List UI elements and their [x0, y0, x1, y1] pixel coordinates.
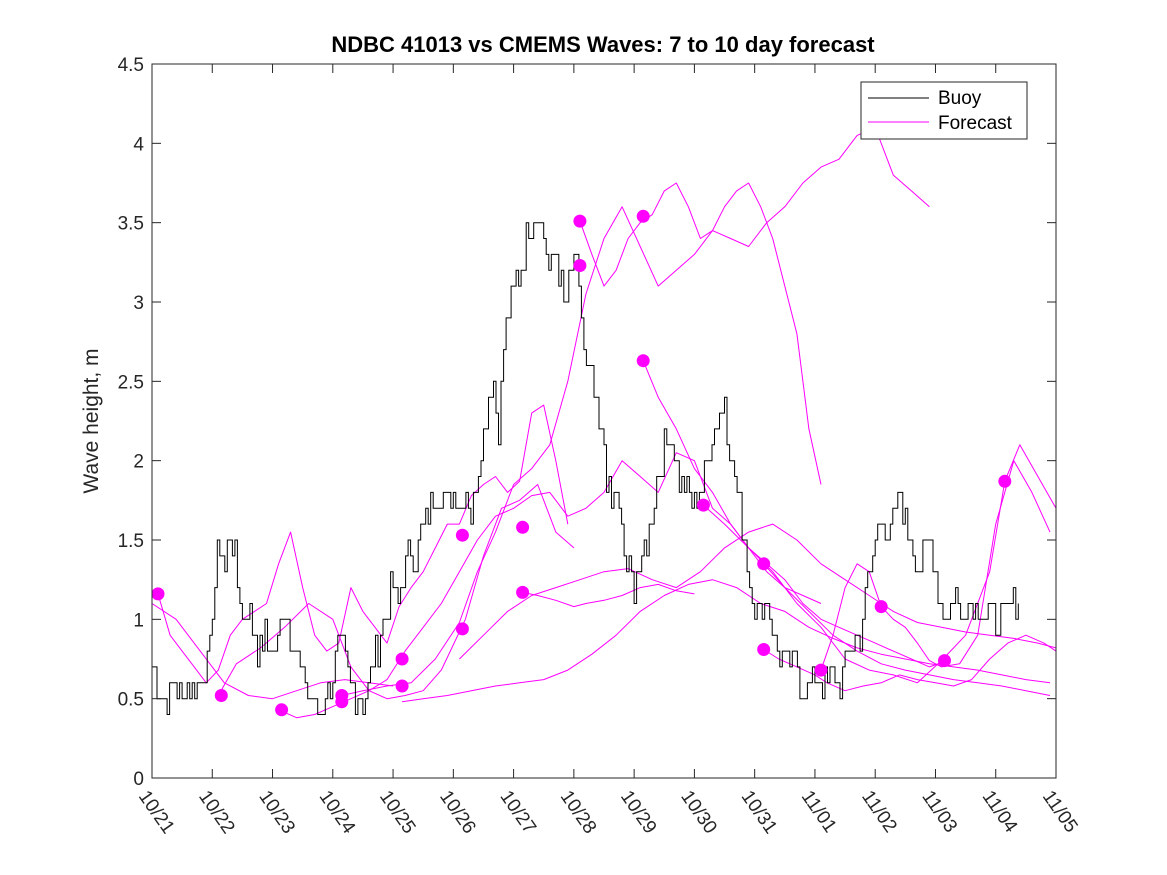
forecast-line-9: [579, 182, 822, 485]
plot-area: 00.511.522.533.544.510/21 10/22 10/23 10/24…: [118, 55, 1082, 838]
y-tick-label: 3.5: [118, 214, 144, 235]
y-tick-label: 4.5: [118, 55, 144, 76]
y-tick-label: 1: [133, 610, 144, 631]
forecast-line-2: [217, 484, 575, 700]
legend: Buoy Forecast: [860, 81, 1028, 140]
forecast-line-6: [151, 603, 394, 700]
forecast-marker-22: [998, 474, 1012, 488]
forecast-marker-12: [573, 214, 587, 228]
plot-background: [152, 64, 1056, 778]
forecast-line-4: [341, 127, 930, 696]
legend-label-forecast: Forecast: [938, 113, 1013, 134]
forecast-marker-10: [516, 520, 530, 534]
y-tick-label: 4: [133, 134, 144, 155]
forecast-marker-21: [938, 654, 951, 668]
series-layer: [151, 127, 1057, 719]
forecast-marker-2: [214, 689, 228, 702]
forecast-line-7: [459, 523, 1057, 660]
forecast-marker-19: [814, 663, 828, 677]
forecast-line-1: [157, 404, 569, 684]
forecast-line-8: [522, 583, 695, 608]
axes-box: [151, 63, 1057, 779]
y-tick-label: 2.5: [118, 372, 144, 393]
forecast-marker-15: [636, 354, 650, 368]
forecast-line-14: [820, 460, 1051, 671]
forecast-marker-8: [455, 528, 469, 542]
forecast-marker-5: [335, 695, 349, 709]
y-tick-label: 0: [133, 769, 144, 790]
y-tick-label: 0.5: [118, 690, 144, 711]
forecast-marker-3: [275, 703, 289, 717]
forecast-marker-9: [455, 622, 469, 636]
y-tick-label: 3: [133, 293, 144, 314]
forecast-marker-18: [757, 643, 771, 656]
forecast-line-10: [642, 360, 948, 668]
y-tick-label: 1.5: [118, 531, 144, 552]
chart-title: NDBC 41013 vs CMEMS Waves: 7 to 10 day f…: [331, 32, 875, 57]
forecast-marker-1: [151, 587, 165, 601]
y-tick-label: 2: [133, 452, 144, 473]
buoy-line: [152, 222, 1019, 715]
y-axis-label: Wave height, m: [80, 348, 103, 493]
forecast-marker-13: [573, 259, 587, 272]
forecast-marker-14: [636, 209, 650, 223]
legend-label-buoy: Buoy: [938, 88, 982, 109]
forecast-marker-17: [757, 557, 771, 571]
forecast-line-12: [763, 563, 1051, 696]
legend-box: [860, 81, 1028, 140]
forecast-marker-20: [874, 600, 888, 614]
forecast-marker-6: [395, 652, 409, 666]
forecast-marker-11: [516, 585, 530, 599]
forecast-marker-7: [395, 679, 409, 693]
forecast-marker-16: [696, 498, 710, 512]
